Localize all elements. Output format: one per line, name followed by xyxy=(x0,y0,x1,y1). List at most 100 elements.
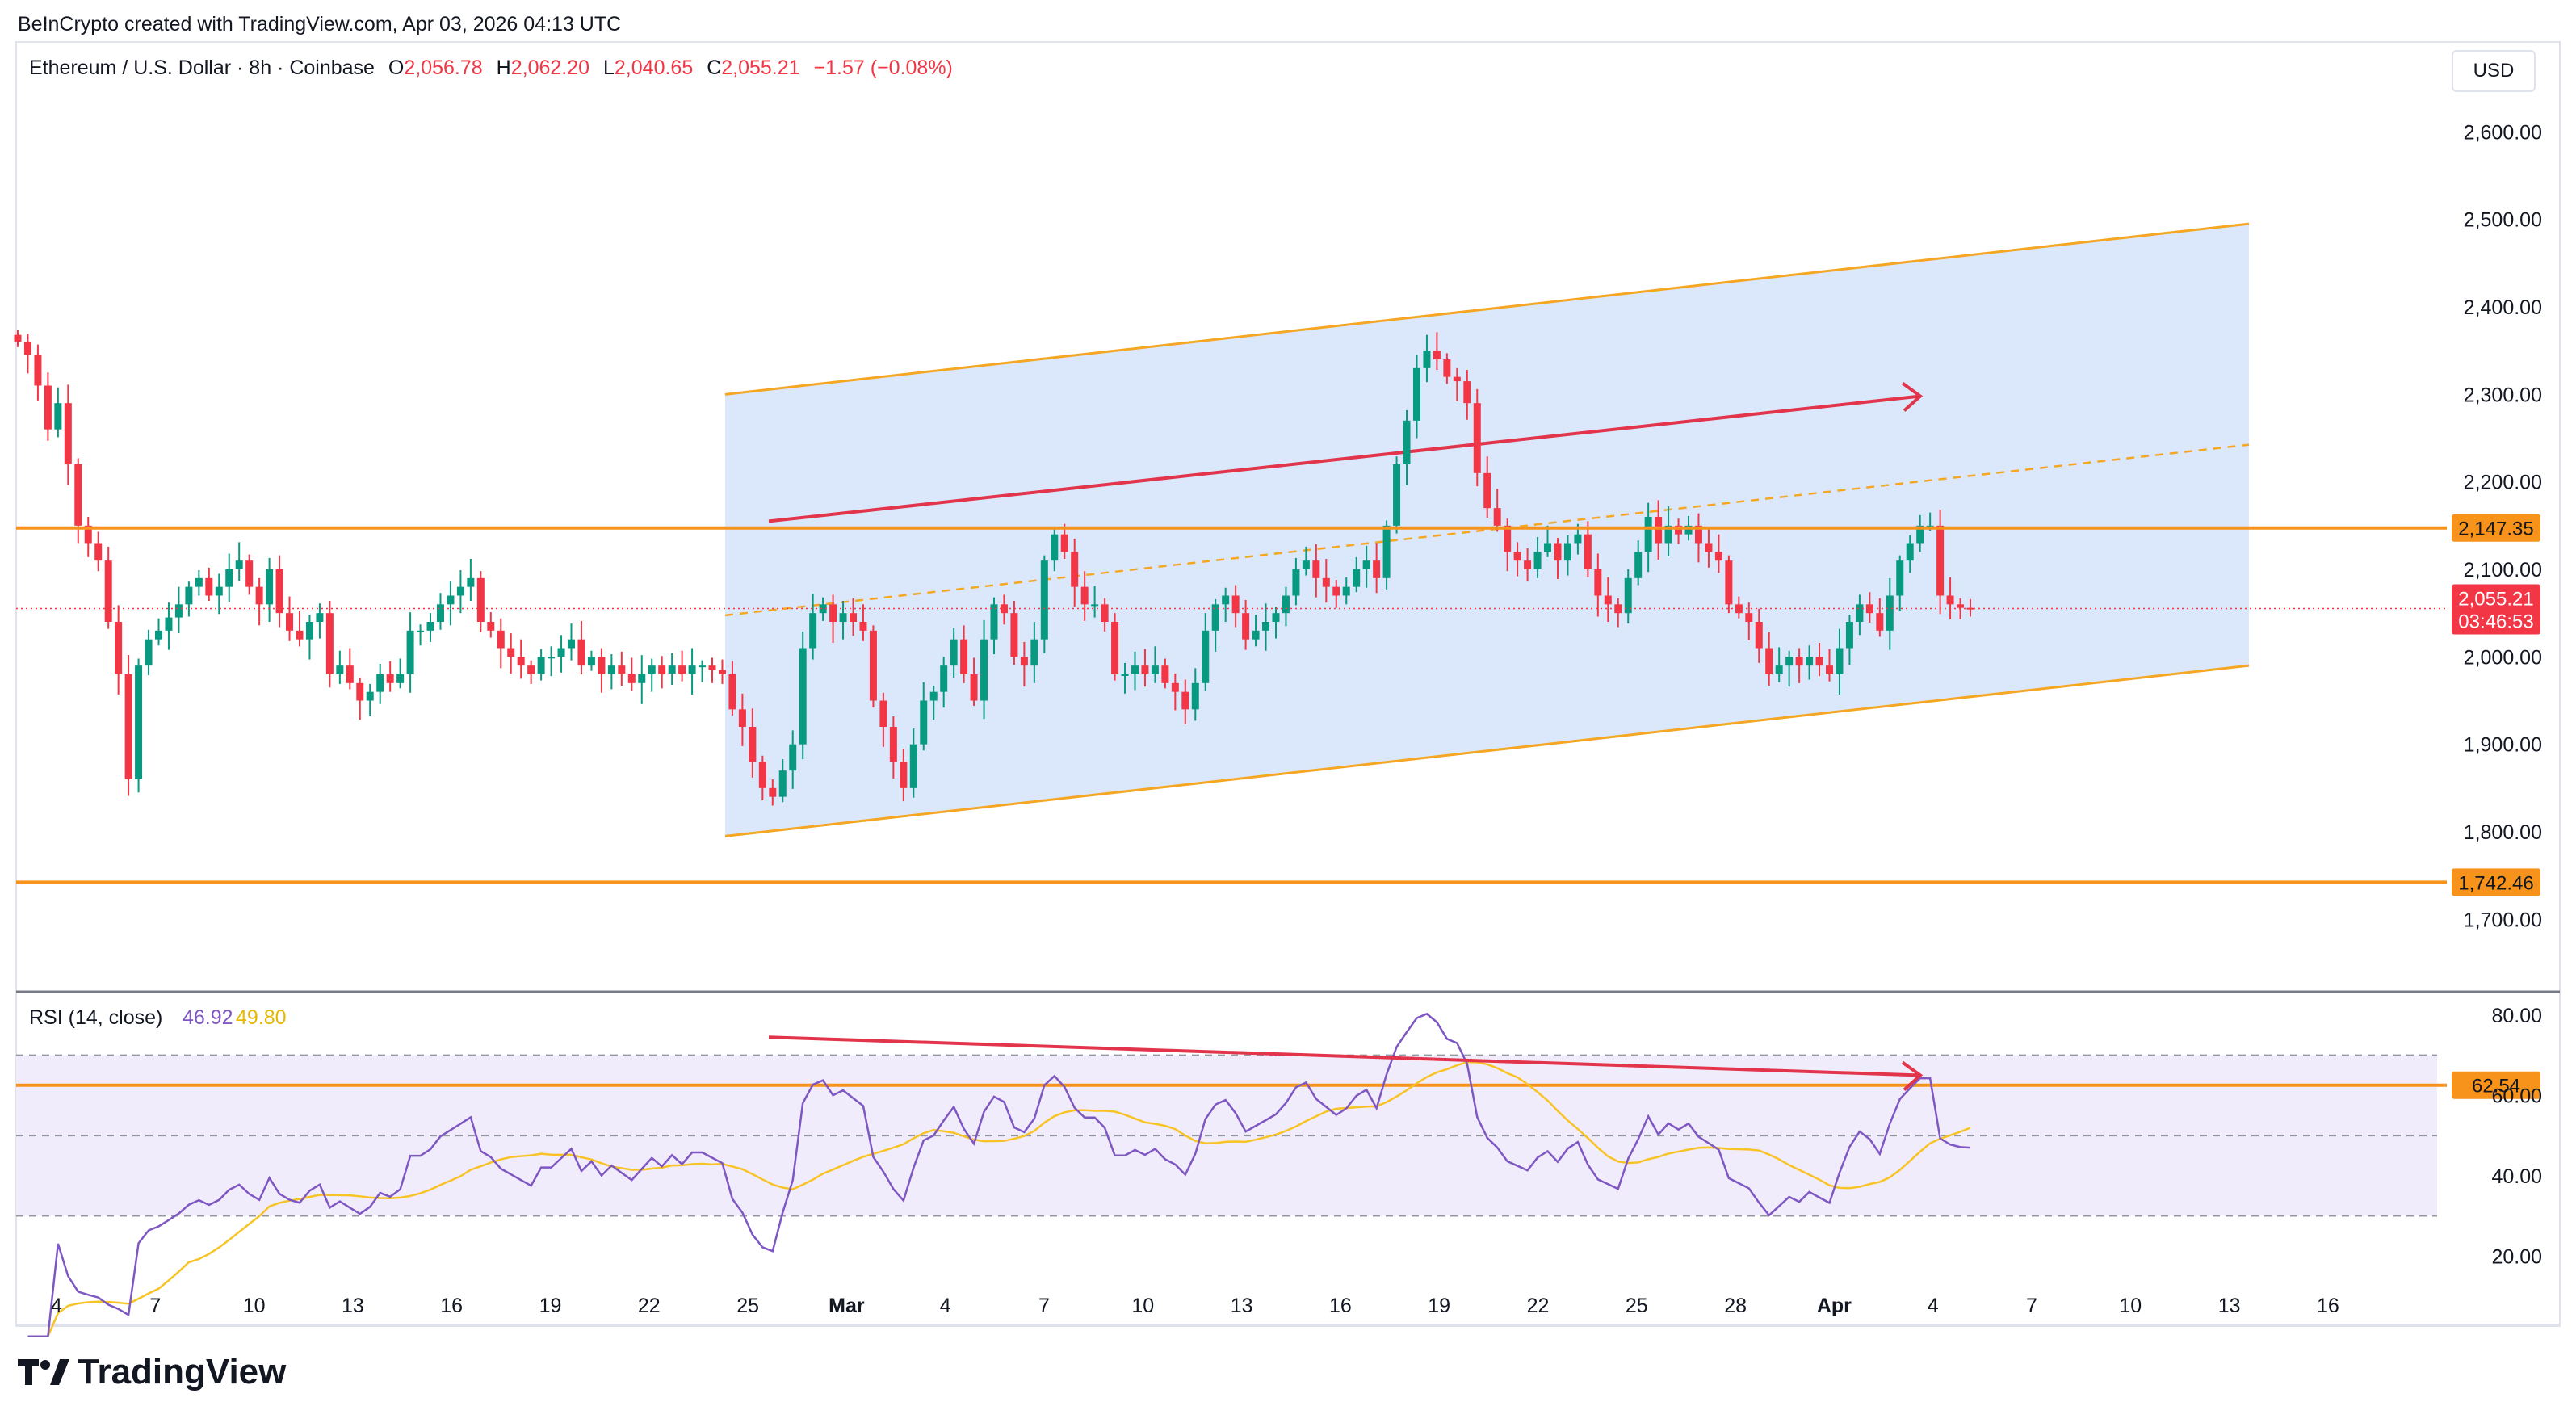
x-tick-label: 13 xyxy=(1231,1295,1253,1317)
x-tick-label: 25 xyxy=(1626,1295,1648,1317)
candle-body xyxy=(1655,517,1663,544)
candle-body xyxy=(74,464,82,526)
candle-body xyxy=(255,586,263,605)
price-tick-label: 2,500.00 xyxy=(2464,209,2542,232)
price-tick-label: 1,700.00 xyxy=(2464,909,2542,931)
level-price-tag xyxy=(2452,514,2540,542)
candle-body xyxy=(487,622,495,631)
candle-body xyxy=(627,674,636,683)
candle-body xyxy=(869,630,877,701)
candle-body xyxy=(1775,665,1783,674)
candle-body xyxy=(1412,367,1420,421)
candle-body xyxy=(1584,534,1592,569)
candle-body xyxy=(1544,543,1552,552)
candle-body xyxy=(1111,622,1119,674)
rsi-level-tag xyxy=(2452,1071,2540,1099)
candle-body xyxy=(980,639,988,701)
candle-body xyxy=(296,630,304,640)
candle-body xyxy=(1604,595,1612,605)
x-tick-label: 13 xyxy=(2218,1295,2241,1317)
candle-body xyxy=(467,577,475,587)
chart-frame xyxy=(15,41,2561,1327)
x-tick-label: 22 xyxy=(1527,1295,1550,1317)
candle-body xyxy=(1826,665,1834,674)
candle-body xyxy=(1020,657,1028,666)
candle-body xyxy=(577,639,585,666)
candle-body xyxy=(356,682,364,701)
candle-body xyxy=(154,630,162,640)
x-tick-label: 19 xyxy=(539,1295,562,1317)
candle-body xyxy=(124,674,132,779)
x-tick-label: 10 xyxy=(2119,1295,2142,1317)
candle-body xyxy=(678,665,686,674)
candle-body xyxy=(1101,604,1109,622)
candle-body xyxy=(1554,543,1562,561)
candle-body xyxy=(1957,604,1965,608)
last-price-tag xyxy=(2452,584,2540,635)
candle-body xyxy=(1513,552,1521,561)
price-tick-label: 2,000.00 xyxy=(2464,646,2542,669)
x-tick-label: 7 xyxy=(149,1295,161,1317)
candle-body xyxy=(366,691,374,701)
candle-body xyxy=(476,577,485,622)
candle-body xyxy=(84,525,92,544)
candle-body xyxy=(1735,604,1743,614)
candle-body xyxy=(527,665,535,674)
candle-body xyxy=(1242,613,1250,640)
candle-body xyxy=(1594,569,1602,596)
candle-body xyxy=(104,560,112,622)
rsi-tick-label: 60.00 xyxy=(2491,1085,2542,1107)
candle-body xyxy=(728,674,736,710)
candle-body xyxy=(1563,543,1571,561)
candle-body xyxy=(1946,595,1954,605)
candle-body xyxy=(960,639,968,674)
candle-body xyxy=(1181,691,1189,710)
candle-body xyxy=(215,586,223,596)
currency-button[interactable]: USD xyxy=(2452,50,2536,92)
tradingview-logo: TradingView xyxy=(18,1352,286,1392)
channel-fill xyxy=(725,224,2249,837)
candle-body xyxy=(1151,665,1159,674)
candle-body xyxy=(1675,525,1683,535)
candle-body xyxy=(1865,604,1873,614)
candle-body xyxy=(396,674,405,683)
symbol-name: Ethereum / U.S. Dollar · 8h · Coinbase xyxy=(29,57,375,79)
candle-body xyxy=(1684,525,1693,535)
candle-body xyxy=(1030,639,1038,666)
candle-body xyxy=(929,691,938,701)
candle-body xyxy=(859,622,867,631)
candle-body xyxy=(346,665,354,683)
price-tick-label: 2,200.00 xyxy=(2464,472,2542,494)
candle-body xyxy=(909,744,917,788)
candle-body xyxy=(548,657,556,659)
price-trend-arrowhead xyxy=(1901,381,1924,412)
candle-body xyxy=(1131,665,1139,674)
price-tick-label: 2,300.00 xyxy=(2464,384,2542,406)
candle-body xyxy=(1443,359,1451,377)
symbol-legend: Ethereum / U.S. Dollar · 8h · Coinbase O… xyxy=(29,57,953,80)
candle-body xyxy=(1211,604,1219,631)
open-value: 2,056.78 xyxy=(404,57,483,79)
candle-body xyxy=(1373,560,1381,578)
candle-body xyxy=(305,622,313,640)
rsi-tick-label: 80.00 xyxy=(2491,1005,2542,1027)
candle-body xyxy=(1393,464,1401,526)
candle-body xyxy=(1000,604,1008,614)
candle-body xyxy=(1694,525,1702,544)
x-tick-label: 4 xyxy=(940,1295,951,1317)
candle-body xyxy=(1322,577,1330,587)
x-tick-label: 16 xyxy=(1329,1295,1352,1317)
attribution: BeInCrypto created with TradingView.com,… xyxy=(18,13,622,36)
open-label: O xyxy=(388,57,405,79)
x-tick-label: 19 xyxy=(1428,1295,1450,1317)
candle-body xyxy=(1191,682,1199,710)
candle-body xyxy=(688,665,696,674)
candle-body xyxy=(1362,560,1370,569)
candle-body xyxy=(1745,613,1753,622)
price-tick-label: 2,600.00 xyxy=(2464,121,2542,144)
candle-body xyxy=(507,648,515,657)
candle-body xyxy=(1282,595,1290,614)
close-value: 2,055.21 xyxy=(721,57,800,79)
candle-body xyxy=(386,674,394,683)
